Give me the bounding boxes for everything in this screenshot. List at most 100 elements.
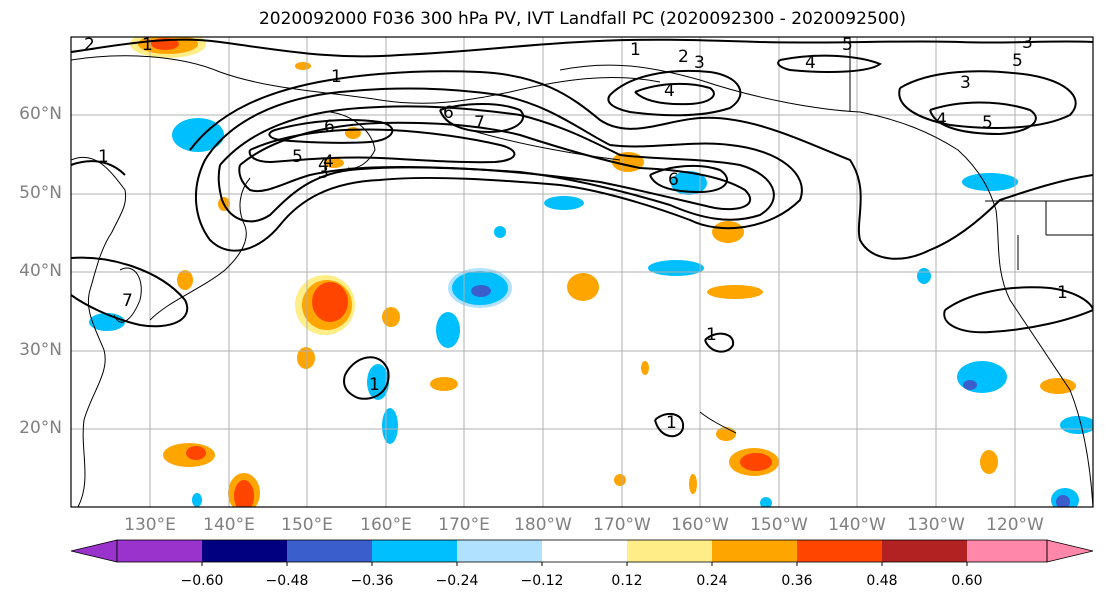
pv-contour-east-ring xyxy=(607,69,742,117)
colorbar-bin xyxy=(797,540,882,562)
siberia-coast xyxy=(71,55,661,104)
lon-label: 150°W xyxy=(750,515,808,535)
colorbar-bin xyxy=(882,540,967,562)
colorbar-low-extension xyxy=(70,539,118,563)
pv-contour-label: 4 xyxy=(323,152,334,172)
lon-label: 140°E xyxy=(203,515,255,535)
pv-contour-label: 1 xyxy=(1057,283,1068,303)
positive-anomaly-patch xyxy=(712,221,744,243)
lon-label: 130°W xyxy=(907,515,965,535)
pv-contour-label: 7 xyxy=(122,291,133,311)
pv-contour-label: 5 xyxy=(842,35,853,55)
coastlines xyxy=(71,37,1093,507)
lon-label: 160°E xyxy=(360,515,412,535)
pv-contour-4 xyxy=(238,121,752,211)
pv-contour-label: 4 xyxy=(318,155,329,175)
colorbar-tick-label: −0.48 xyxy=(265,573,309,589)
map-frame xyxy=(70,36,1094,508)
pv-contour-1-west xyxy=(71,160,126,176)
pv-contour-6 xyxy=(268,119,394,144)
lat-label: 60°N xyxy=(19,104,62,124)
lon-label: 160°W xyxy=(671,515,729,535)
pv-contour-1-small-b xyxy=(654,412,685,438)
map-gridlines xyxy=(71,37,1093,507)
negative-anomaly-patch xyxy=(917,268,931,284)
pv-contour-1-subtropic xyxy=(343,356,390,400)
negative-anomaly-patch xyxy=(963,380,977,390)
pv-contour-label: 1 xyxy=(666,413,677,433)
lon-label: 150°E xyxy=(281,515,333,535)
colorbar-tick-label: 0.48 xyxy=(866,573,898,589)
negative-anomaly-patch xyxy=(671,171,707,195)
figure-title: 2020092000 F036 300 hPa PV, IVT Landfall… xyxy=(258,9,906,29)
pv-contour-label: 5 xyxy=(292,147,303,167)
positive-anomaly-patch xyxy=(312,282,348,322)
colorbar-high-extension xyxy=(1046,539,1094,563)
colorbar-bin xyxy=(202,540,287,562)
map-plot-area: 1 2 3 4 5 6 7 1 2 3 4 5 1 4 3 6 7 1 1 1 … xyxy=(71,33,1093,507)
pv-contour-1-small-a xyxy=(704,332,735,353)
colorbar-bin xyxy=(627,540,712,562)
pv-contour-label: 6 xyxy=(324,117,335,137)
pv-contour-label-layer: 1 2 3 4 5 6 7 1 2 3 4 5 1 4 3 6 7 1 1 1 … xyxy=(84,33,1068,433)
pv-contour-2 xyxy=(194,87,803,252)
pv-contour-label: 6 xyxy=(668,170,679,190)
positive-anomaly-patch xyxy=(567,273,599,301)
colorbar-bin xyxy=(117,540,202,562)
lat-label: 20°N xyxy=(19,418,62,438)
positive-anomaly-patch xyxy=(614,474,626,486)
pv-contour-label: 3 xyxy=(960,73,971,93)
lat-label: 50°N xyxy=(19,183,62,203)
pv-contour-3 xyxy=(217,105,775,223)
negative-anomaly-patch xyxy=(962,173,1018,191)
pv-contour-label: 4 xyxy=(805,53,816,73)
pv-contour-label: 2 xyxy=(84,35,95,55)
pv-contour-east-ring-inner xyxy=(634,82,715,106)
colorbar-bin xyxy=(967,540,1047,562)
positive-anomaly-patch xyxy=(641,361,649,375)
negative-anomaly-patch xyxy=(192,493,202,507)
pv-contour-label: 3 xyxy=(1022,33,1033,53)
colorbar xyxy=(70,539,1094,566)
north-america-west-coast xyxy=(995,209,1093,507)
negative-anomaly-patch xyxy=(471,285,491,297)
lon-label: 130°E xyxy=(124,515,176,535)
colorbar-tick-label: −0.60 xyxy=(180,573,224,589)
negative-anomaly-patch xyxy=(760,497,772,507)
pv-contour-northeast-inner xyxy=(929,101,1037,136)
positive-anomaly-patch xyxy=(689,474,697,494)
positive-anomaly-patch xyxy=(980,450,998,474)
negative-anomaly-patch xyxy=(957,361,1007,393)
colorbar-tick-label: 0.60 xyxy=(951,573,983,589)
negative-anomaly-patch xyxy=(436,312,460,348)
colorbar-tick-label: 0.36 xyxy=(781,573,813,589)
lat-label: 40°N xyxy=(19,261,62,281)
pv-contour-label: 1 xyxy=(98,147,109,167)
positive-anomaly-patch xyxy=(297,347,315,369)
lat-label: 30°N xyxy=(19,340,62,360)
pv-contour-6-east xyxy=(649,164,728,194)
negative-anomaly-patch xyxy=(382,408,398,444)
positive-anomaly-patch xyxy=(707,285,763,299)
positive-anomaly-patch xyxy=(177,270,193,290)
lon-label: 120°W xyxy=(986,515,1044,535)
positive-anomaly-patch xyxy=(740,453,772,471)
colorbar-bin xyxy=(542,540,627,562)
colorbar-frame xyxy=(116,539,1048,563)
positive-anomaly-patch xyxy=(382,307,400,327)
negative-anomaly-patch xyxy=(648,260,704,276)
colorbar-tick-label: −0.12 xyxy=(520,573,564,589)
pv-contour-east-coast xyxy=(777,54,882,73)
pv-contour-label: 1 xyxy=(142,35,153,55)
pv-contour-label: 1 xyxy=(630,40,641,60)
pv-contour-west-ring xyxy=(439,103,525,134)
pv-contour-label: 5 xyxy=(982,113,993,133)
negative-anomaly-patch xyxy=(1056,495,1070,507)
lon-label: 140°W xyxy=(828,515,886,535)
colorbar-bin xyxy=(287,540,372,562)
lon-label: 180°W xyxy=(514,515,572,535)
pv-contour-label: 1 xyxy=(706,325,717,345)
positive-anomaly-patch xyxy=(234,480,254,507)
korea-peninsula xyxy=(113,267,142,323)
